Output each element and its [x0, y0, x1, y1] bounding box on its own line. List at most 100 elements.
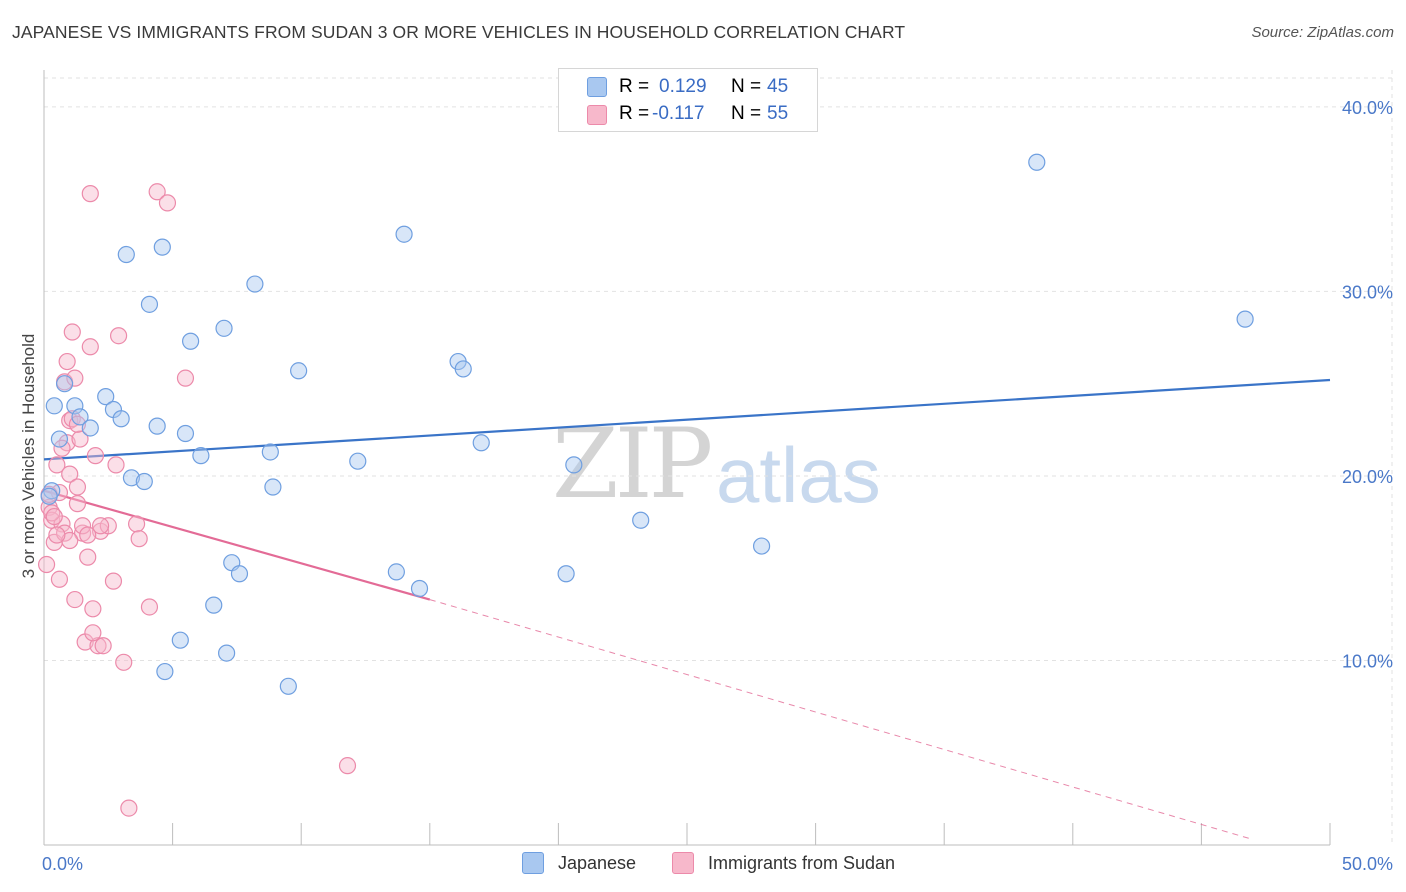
japanese-point: [290, 362, 308, 380]
y-axis-label: 3 or more Vehicles in Household: [19, 334, 38, 579]
sudan-point: [63, 323, 81, 341]
sudan-point: [89, 637, 107, 655]
sudan-point: [37, 555, 56, 574]
japanese-point: [71, 408, 89, 426]
sudan-point: [66, 369, 84, 387]
x-tick-label-min: 0.0%: [42, 854, 83, 874]
japanese-point: [176, 424, 195, 443]
legend-r-value-sudan: -0.117: [652, 103, 705, 124]
trend-lines: [43, 378, 1331, 840]
legend-r-value-japanese: 0.129: [659, 76, 707, 97]
sudan-point: [115, 653, 133, 671]
series-swatch-sudan: [672, 852, 694, 874]
japanese-point: [182, 332, 200, 350]
japanese-point: [97, 388, 115, 406]
japanese-point: [153, 238, 171, 256]
japanese-point: [205, 596, 223, 614]
japanese-point: [215, 319, 233, 337]
sudan-point: [104, 572, 123, 590]
legend-swatch-japanese: [587, 77, 607, 97]
gridlines: [44, 70, 1393, 845]
japanese-point: [246, 275, 264, 293]
japanese-point: [472, 434, 490, 452]
sudan-point: [148, 183, 166, 201]
japanese-point: [1236, 310, 1254, 328]
sudan-point: [50, 570, 69, 588]
series-legend-sudan: Immigrants from Sudan: [672, 852, 895, 874]
sudan-point: [45, 507, 63, 526]
chart-title: JAPANESE VS IMMIGRANTS FROM SUDAN 3 OR M…: [12, 22, 906, 42]
japanese-point: [81, 419, 99, 437]
japanese-point: [752, 537, 771, 555]
japanese-point: [230, 565, 249, 583]
correlation-legend: R = 0.129 N = 45 R = -0.117 N = 55: [558, 68, 818, 132]
japanese-point: [45, 397, 63, 415]
japanese-point: [387, 563, 405, 581]
japanese-point: [55, 375, 74, 393]
japanese-point: [50, 430, 69, 448]
trend-line-sudan-extension: [429, 599, 1253, 840]
japanese-point: [40, 487, 58, 505]
sudan-point: [58, 352, 76, 371]
japanese-point: [66, 397, 84, 415]
legend-n-value-sudan: 55: [767, 103, 789, 124]
legend-swatch-sudan: [587, 105, 607, 125]
source-label: Source: ZipAtlas.com: [1251, 24, 1394, 41]
sudan-point: [61, 465, 79, 483]
japanese-point: [1028, 153, 1046, 171]
series-swatch-japanese: [522, 852, 544, 874]
sudan-point: [79, 548, 97, 566]
sudan-point: [84, 624, 102, 642]
japanese-point: [140, 295, 159, 313]
legend-r-label-sudan: R =: [619, 103, 650, 124]
sudan-point: [338, 757, 357, 775]
japanese-point: [264, 478, 282, 496]
legend-n-value-japanese: 45: [767, 76, 789, 97]
sudan-point: [73, 517, 92, 535]
sudan-point: [140, 598, 159, 616]
sudan-point: [68, 478, 87, 496]
sudan-point: [120, 799, 138, 817]
sudan-point: [109, 327, 128, 345]
legend-n-label-japanese: N =: [731, 76, 762, 97]
trend-line-sudan: [43, 489, 431, 601]
series-legend-japanese: Japanese: [522, 852, 636, 874]
x-tick-label-max: 50.0%: [1342, 854, 1393, 874]
sudan-point: [84, 600, 102, 618]
sudan-point: [61, 531, 79, 550]
sudan-point: [127, 515, 146, 533]
sudan-point: [71, 430, 89, 448]
japanese-point: [171, 631, 189, 649]
sudan-points: [37, 183, 357, 817]
japanese-point: [395, 225, 413, 243]
sudan-point: [79, 526, 97, 544]
sudan-point: [94, 637, 112, 655]
japanese-point: [218, 644, 236, 662]
legend-n-label-sudan: N =: [731, 103, 762, 124]
tick-labels: 10.0% 20.0% 30.0% 40.0% 0.0% 50.0%: [42, 98, 1393, 874]
japanese-point: [148, 417, 166, 435]
y-tick-label: 20.0%: [1342, 467, 1393, 487]
japanese-point: [454, 360, 472, 378]
axes: [43, 70, 1331, 846]
japanese-point: [135, 472, 153, 491]
japanese-point: [117, 245, 135, 264]
trend-line-japanese: [43, 378, 1331, 461]
japanese-point: [349, 452, 367, 470]
sudan-point: [158, 194, 177, 212]
series-label-sudan: Immigrants from Sudan: [708, 852, 896, 873]
series-legend: Japanese Immigrants from Sudan: [0, 852, 1406, 878]
sudan-point: [176, 369, 195, 387]
japanese-point: [156, 662, 174, 681]
y-tick-label: 40.0%: [1342, 98, 1393, 118]
sudan-point: [81, 185, 99, 203]
sudan-point: [86, 447, 105, 465]
legend-r-label-japanese: R =: [619, 76, 650, 97]
sudan-point: [48, 456, 66, 474]
y-tick-label: 10.0%: [1342, 651, 1393, 671]
watermark-atlas: atlas: [716, 431, 881, 519]
japanese-point: [122, 469, 141, 487]
sudan-point: [48, 526, 66, 544]
japanese-point: [279, 677, 297, 695]
